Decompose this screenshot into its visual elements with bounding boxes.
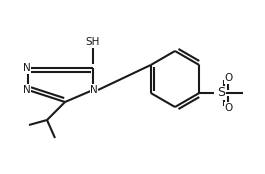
Text: N: N <box>90 85 98 95</box>
Text: SH: SH <box>86 37 100 47</box>
Text: S: S <box>217 86 225 100</box>
Text: N: N <box>23 63 31 73</box>
Text: O: O <box>224 103 232 113</box>
Text: N: N <box>23 85 31 95</box>
Text: O: O <box>224 73 232 83</box>
